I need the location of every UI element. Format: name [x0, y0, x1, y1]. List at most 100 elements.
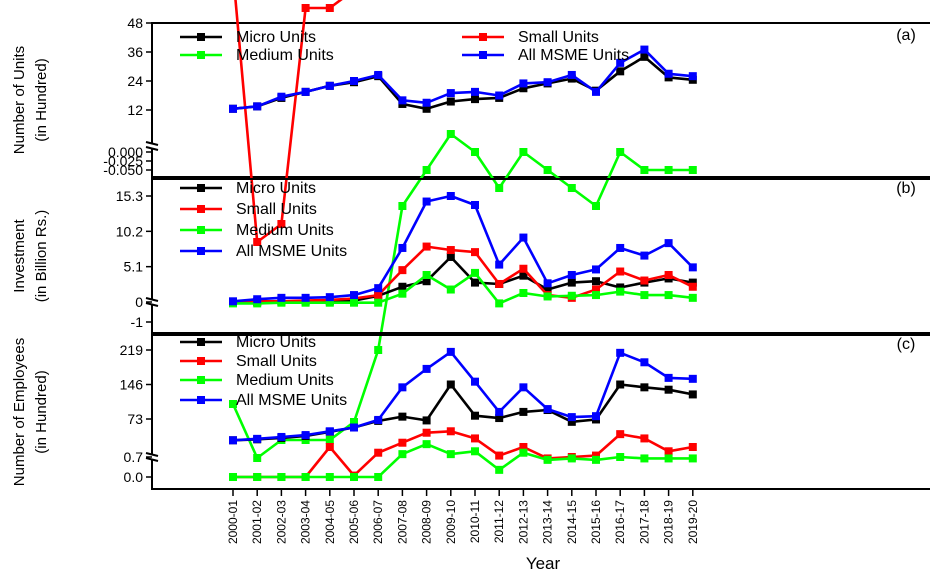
data-point: [640, 166, 649, 174]
data-point: [640, 434, 649, 443]
legend-swatch: [197, 205, 205, 213]
data-point: [688, 454, 697, 463]
data-point: [374, 298, 383, 307]
data-point: [422, 277, 431, 286]
data-point: [229, 473, 237, 481]
data-point: [495, 414, 504, 423]
legend-item: Small Units: [180, 353, 317, 370]
data-point: [350, 473, 358, 481]
legend-label: All MSME Units: [518, 47, 629, 64]
data-point: [592, 291, 600, 300]
data-point: [519, 443, 528, 451]
y-axis-label: Number of Employees: [11, 338, 28, 486]
data-point: [374, 291, 383, 300]
plot-frame: [151, 334, 930, 490]
data-point: [519, 448, 528, 457]
legend-label: Micro Units: [236, 29, 316, 46]
data-point: [471, 278, 479, 287]
data-point: [422, 270, 431, 279]
data-point: [616, 453, 625, 461]
data-point: [519, 407, 528, 416]
data-point: [253, 238, 262, 246]
data-point: [398, 282, 407, 291]
data-point: [446, 130, 455, 138]
data-point: [664, 373, 673, 382]
data-point: [446, 380, 455, 389]
data-point: [567, 454, 576, 463]
data-point: [374, 284, 383, 293]
legend-swatch: [197, 247, 205, 255]
data-point: [325, 443, 334, 451]
data-point: [325, 298, 334, 307]
data-point: [567, 70, 576, 79]
data-point: [664, 385, 673, 394]
legend-swatch: [197, 357, 205, 365]
x-tick-label: 2008-09: [420, 500, 434, 544]
data-point: [519, 264, 528, 273]
series-line: [232, 350, 693, 442]
data-point: [616, 243, 625, 252]
data-point: [495, 279, 504, 288]
data-point: [543, 78, 552, 87]
panel-2: 73 146 219 0.7 0.0 Number of Employees (in Hun…: [11, 334, 930, 490]
data-point: [374, 448, 383, 457]
y-ticks: 73 146 219 0.7 0.0: [120, 342, 152, 485]
data-point: [592, 277, 600, 286]
panel-tag: (a): [896, 27, 916, 44]
data-point: [567, 291, 576, 300]
data-point: [398, 243, 407, 252]
legend-label: Small Units: [236, 353, 317, 370]
legend-item: Medium Units: [180, 47, 334, 64]
data-point: [301, 4, 310, 12]
data-point: [374, 346, 383, 354]
data-point: [688, 374, 697, 383]
legend-item: Micro Units: [180, 180, 316, 197]
data-point: [277, 293, 286, 302]
data-point: [398, 450, 407, 459]
series-small-units: [229, 427, 697, 481]
data-point: [688, 166, 697, 174]
data-point: [495, 184, 504, 192]
series-line: [232, 245, 694, 304]
data-point: [616, 148, 625, 156]
data-point: [640, 52, 649, 61]
plot-frame: [151, 22, 930, 178]
x-tick-label: 2010-11: [468, 500, 482, 543]
legend-item: Micro Units: [180, 334, 316, 351]
data-point: [253, 434, 262, 443]
x-tick-label: 2001-02: [250, 500, 264, 544]
data-point: [664, 447, 673, 456]
data-point: [422, 98, 431, 107]
axis-break: [145, 141, 159, 151]
data-point: [446, 89, 455, 98]
data-point: [350, 423, 358, 432]
data-point: [422, 440, 431, 449]
x-tick-label: 2009-10: [444, 500, 458, 544]
legend-swatch: [197, 51, 205, 59]
data-point: [398, 383, 407, 392]
legend-item: Small Units: [180, 201, 317, 218]
data-point: [325, 427, 334, 436]
legend-swatch: [197, 33, 205, 41]
x-axis: 2000-01 2001-02 2002-03 2003-04 2004-05 2005-…: [226, 489, 700, 544]
data-point: [301, 431, 310, 440]
data-point: [398, 266, 407, 275]
legend-item: All MSME Units: [462, 47, 629, 64]
data-point: [616, 348, 625, 357]
y-tick-label: 15.3: [116, 188, 143, 204]
data-point: [688, 390, 697, 399]
y-ticks: 12 24 36 48 0.000-0.025-0.050: [103, 15, 152, 178]
legend-label: Medium Units: [236, 47, 334, 64]
data-point: [301, 293, 310, 302]
data-point: [567, 278, 576, 287]
x-tick-label: 2013-14: [541, 500, 555, 544]
data-point: [592, 265, 600, 274]
data-point: [592, 455, 600, 464]
data-point: [495, 407, 504, 416]
y-axis-label: (in Hundred): [33, 58, 50, 141]
series-line: [232, 48, 693, 111]
data-point: [543, 292, 552, 301]
data-point: [422, 428, 431, 437]
